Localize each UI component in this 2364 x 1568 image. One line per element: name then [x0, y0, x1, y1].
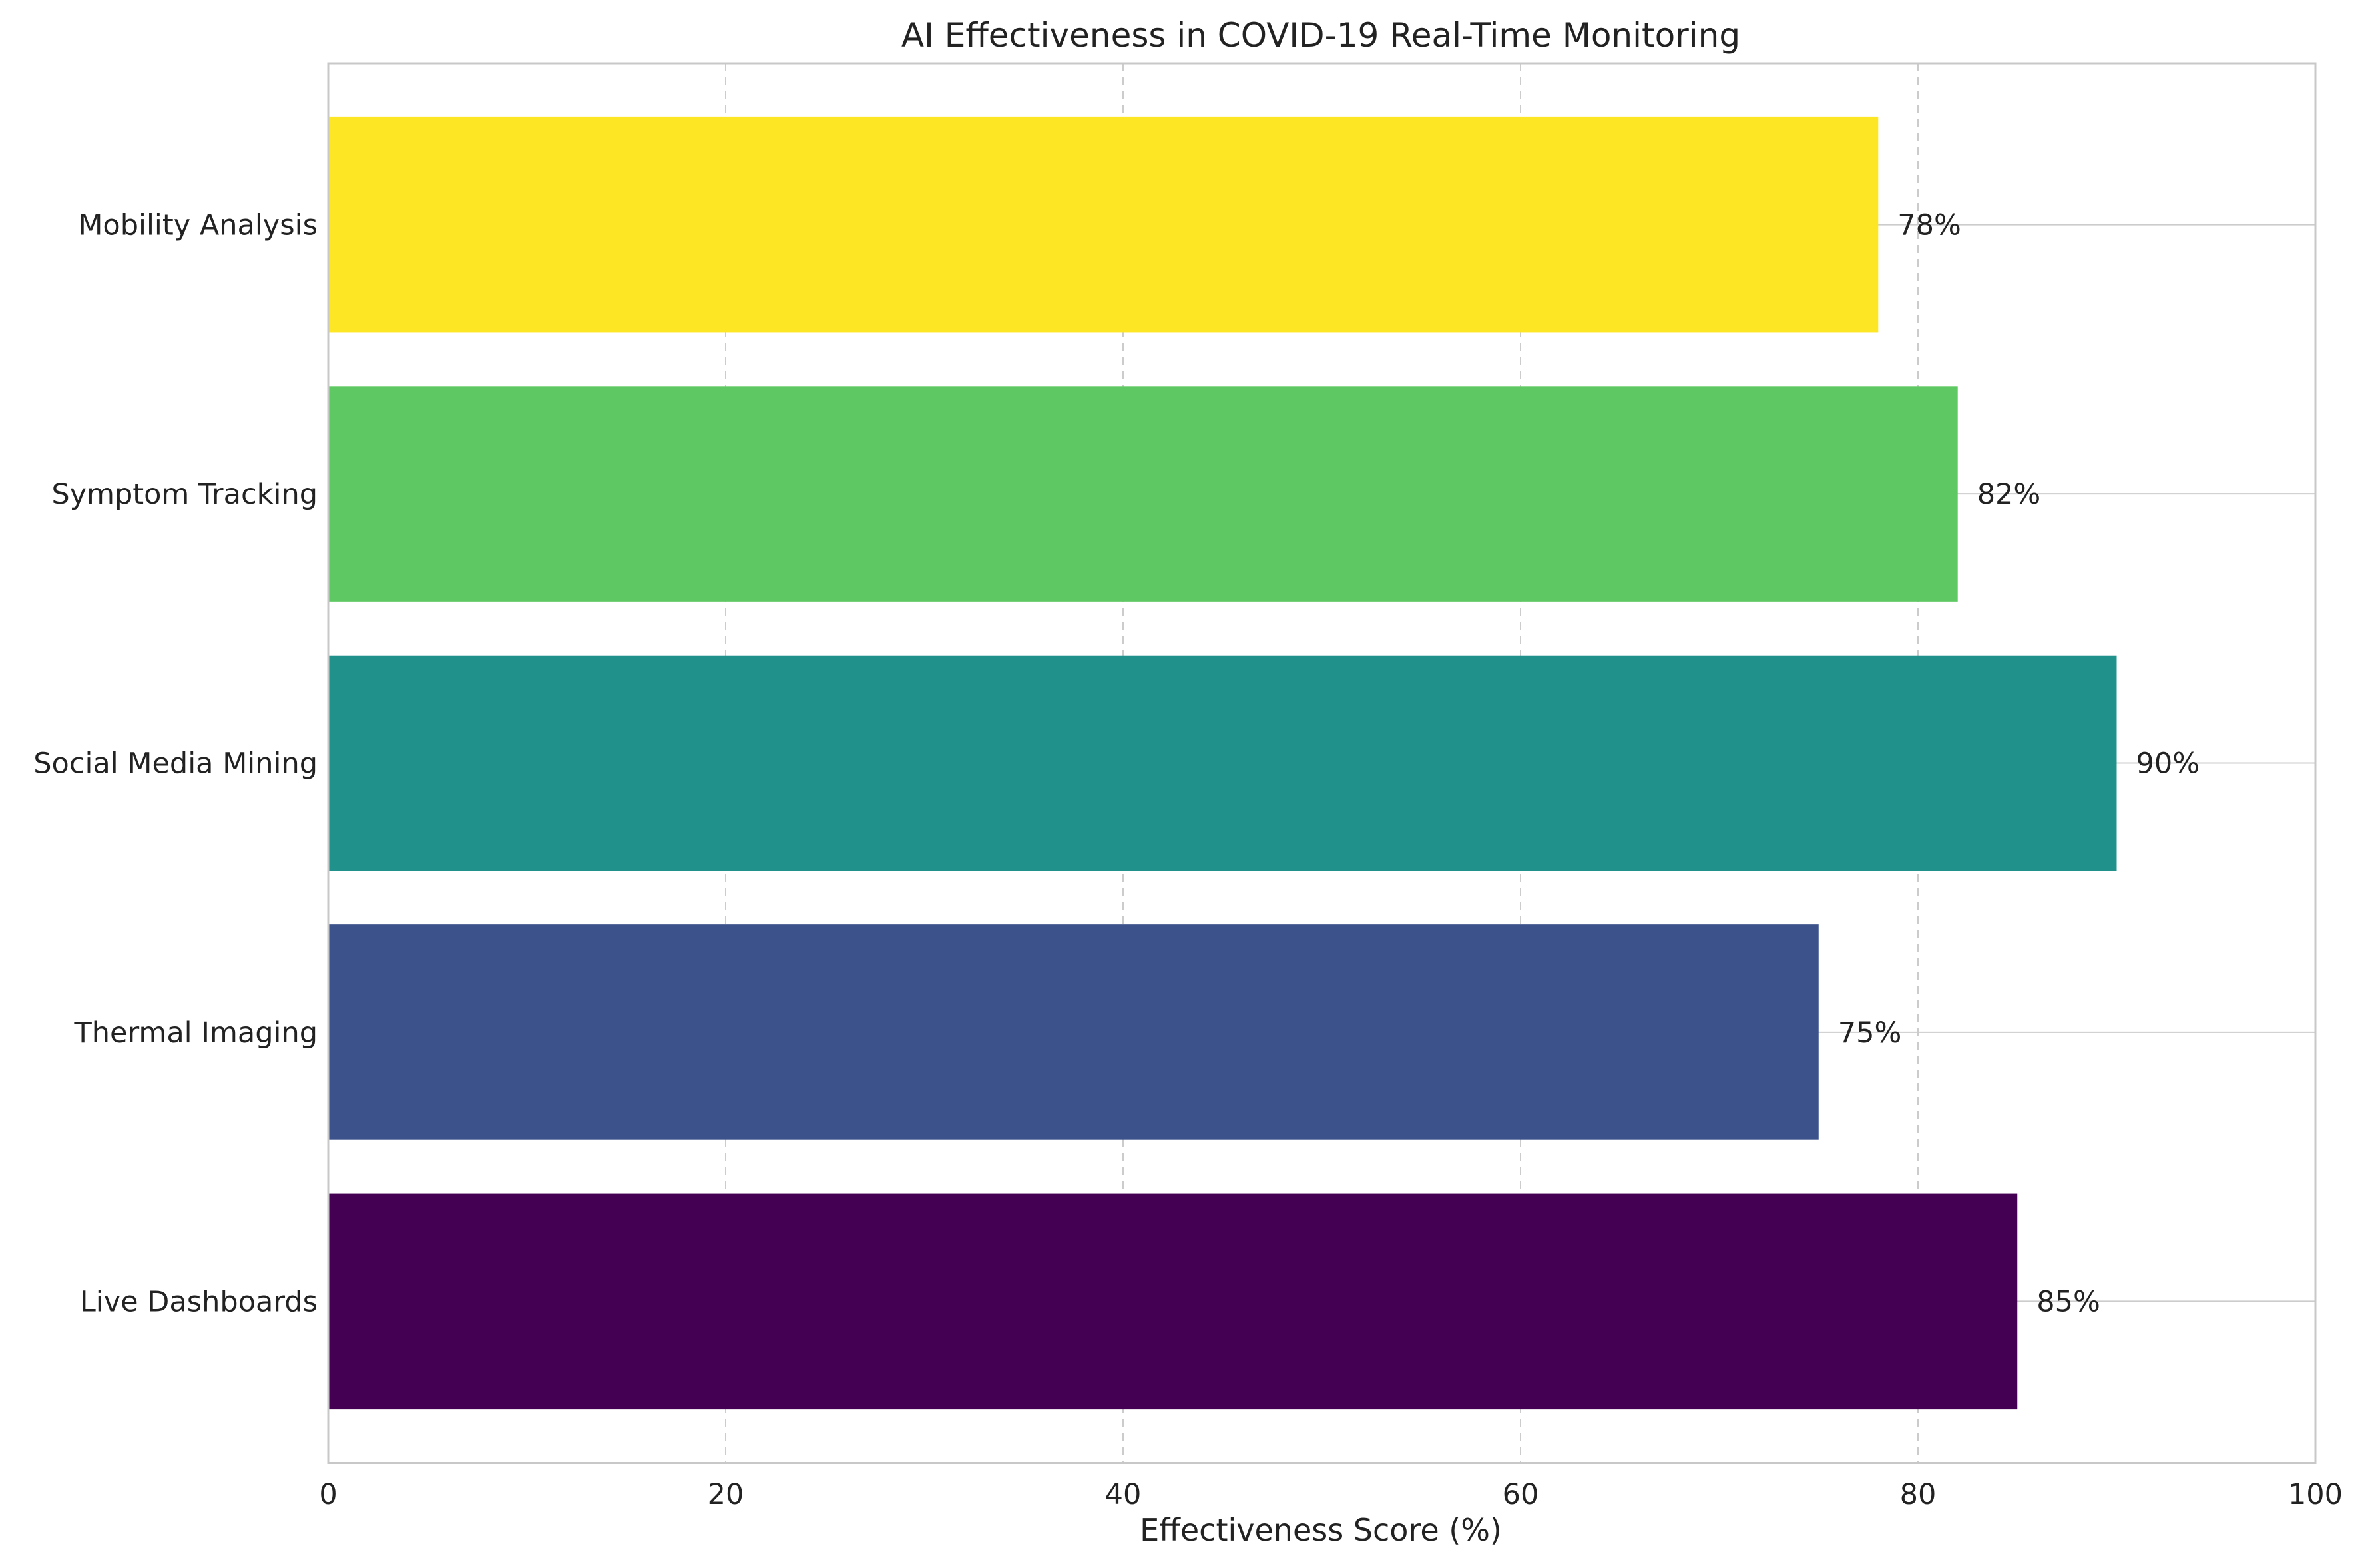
- label-layer: 85% Live Dashboards 75% Thermal Imaging 90% S…: [33, 209, 2343, 1511]
- plot-border: [327, 62, 2317, 1464]
- y-tick-label: Symptom Tracking: [51, 478, 318, 511]
- bar: [328, 924, 1819, 1140]
- bar: [328, 386, 1958, 602]
- x-tick-label: 0: [319, 1478, 337, 1511]
- x-tick-label: 100: [2288, 1478, 2343, 1511]
- y-tick-label: Thermal Imaging: [74, 1016, 318, 1050]
- bar-value-label: 85%: [2036, 1285, 2100, 1318]
- plot-frame: [327, 62, 2317, 1464]
- bar-value-label: 78%: [1897, 209, 1961, 242]
- x-tick-label: 80: [1900, 1478, 1937, 1511]
- bar-value-label: 90%: [2136, 747, 2200, 781]
- bar-value-label: 75%: [1838, 1016, 1902, 1050]
- y-tick-label: Social Media Mining: [33, 747, 318, 781]
- y-tick-label: Mobility Analysis: [78, 209, 318, 242]
- x-tick-label: 20: [708, 1478, 744, 1511]
- bar: [328, 116, 1879, 333]
- chart-title: AI Effectiveness in COVID-19 Real-Time M…: [901, 16, 1740, 55]
- bar-layer: [328, 116, 2117, 1410]
- x-tick-label: 40: [1105, 1478, 1142, 1511]
- x-axis-label: Effectiveness Score (%): [1140, 1512, 1502, 1548]
- y-tick-label: Live Dashboards: [80, 1285, 318, 1318]
- x-tick-label: 60: [1503, 1478, 1539, 1511]
- bar: [328, 655, 2117, 871]
- bar-value-label: 82%: [1977, 478, 2041, 511]
- bar: [328, 1193, 2018, 1410]
